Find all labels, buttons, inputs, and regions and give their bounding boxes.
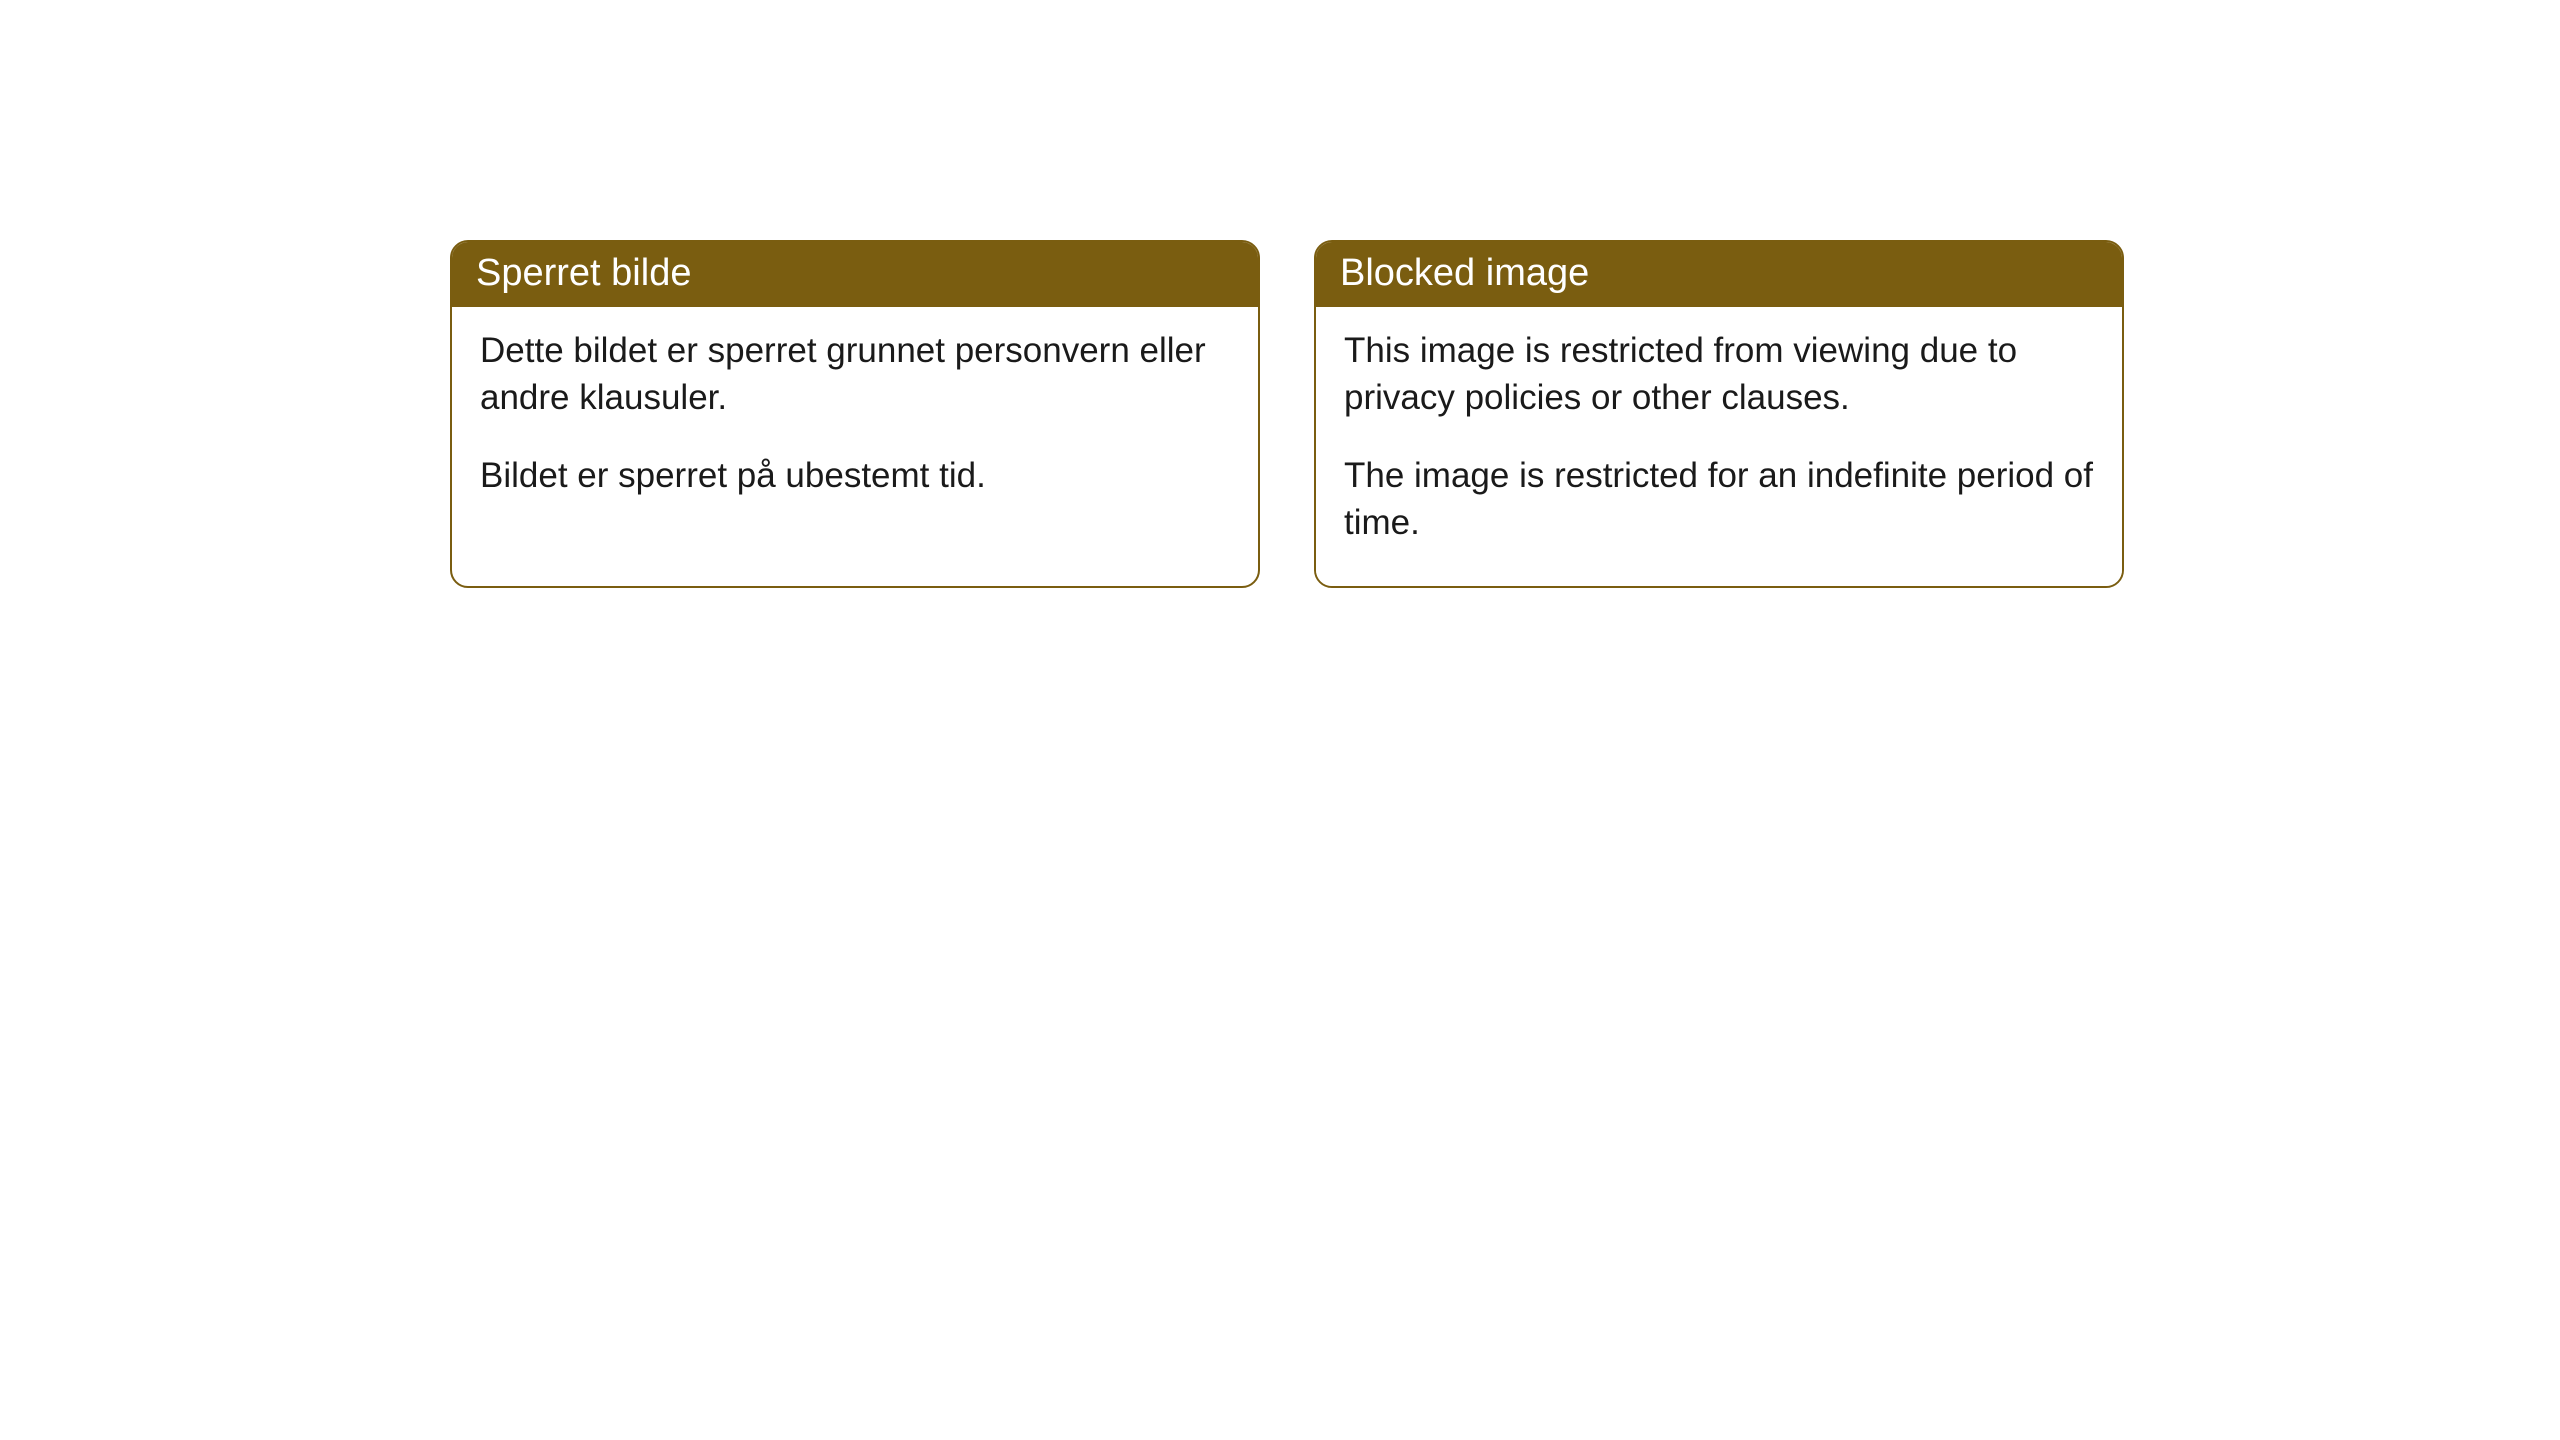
notice-paragraph: The image is restricted for an indefinit… xyxy=(1344,452,2094,547)
notice-body-english: This image is restricted from viewing du… xyxy=(1316,307,2122,586)
notice-body-norwegian: Dette bildet er sperret grunnet personve… xyxy=(452,307,1258,539)
notice-header-norwegian: Sperret bilde xyxy=(452,242,1258,307)
notice-paragraph: This image is restricted from viewing du… xyxy=(1344,327,2094,422)
notice-card-english: Blocked image This image is restricted f… xyxy=(1314,240,2124,588)
notice-title: Sperret bilde xyxy=(476,252,691,294)
notice-paragraph: Bildet er sperret på ubestemt tid. xyxy=(480,452,1230,499)
notice-title: Blocked image xyxy=(1340,252,1589,294)
notice-header-english: Blocked image xyxy=(1316,242,2122,307)
notice-paragraph: Dette bildet er sperret grunnet personve… xyxy=(480,327,1230,422)
notice-card-norwegian: Sperret bilde Dette bildet er sperret gr… xyxy=(450,240,1260,588)
notice-container: Sperret bilde Dette bildet er sperret gr… xyxy=(450,240,2124,588)
